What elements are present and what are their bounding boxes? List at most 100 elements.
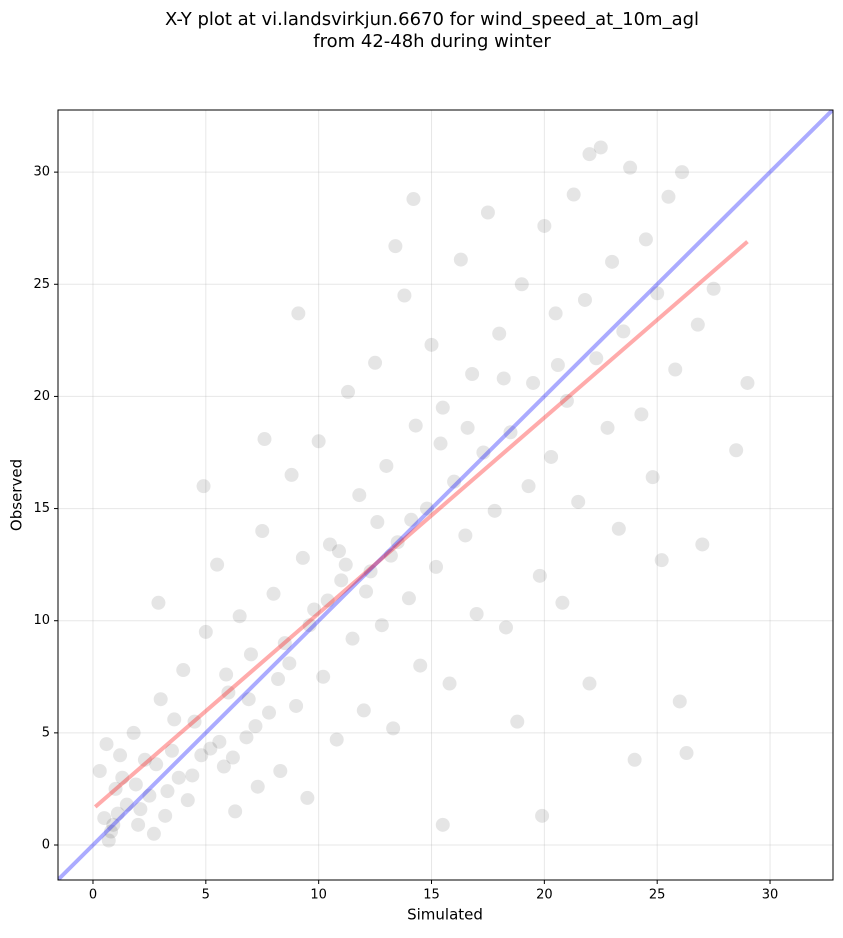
point xyxy=(126,725,141,740)
point xyxy=(216,759,231,774)
point xyxy=(329,732,344,747)
point xyxy=(119,797,134,812)
point xyxy=(311,434,326,449)
point xyxy=(503,425,518,440)
point xyxy=(241,692,256,707)
point xyxy=(611,521,626,536)
point xyxy=(101,833,116,848)
point xyxy=(661,189,676,204)
point xyxy=(433,436,448,451)
point xyxy=(419,501,434,516)
point xyxy=(582,676,597,691)
point xyxy=(243,647,258,662)
point xyxy=(397,288,412,303)
x-tick-label: 25 xyxy=(649,888,666,903)
point xyxy=(634,407,649,422)
point xyxy=(510,714,525,729)
point xyxy=(435,817,450,832)
point xyxy=(469,606,484,621)
point xyxy=(300,790,315,805)
x-tick-label: 15 xyxy=(423,888,440,903)
point xyxy=(390,535,405,550)
point xyxy=(345,631,360,646)
point xyxy=(164,743,179,758)
point xyxy=(341,384,356,399)
point xyxy=(368,355,383,370)
point xyxy=(322,537,337,552)
point xyxy=(679,746,694,761)
point xyxy=(465,366,480,381)
point xyxy=(262,705,277,720)
fit-line xyxy=(93,240,749,809)
point xyxy=(210,557,225,572)
point xyxy=(266,586,281,601)
point xyxy=(740,375,755,390)
y-axis-label: Observed xyxy=(8,459,26,531)
point xyxy=(383,548,398,563)
point xyxy=(408,418,423,433)
point xyxy=(650,286,665,301)
point xyxy=(544,449,559,464)
point xyxy=(386,721,401,736)
point xyxy=(404,512,419,527)
point xyxy=(196,479,211,494)
point xyxy=(521,479,536,494)
point xyxy=(388,239,403,254)
point xyxy=(212,734,227,749)
point xyxy=(359,584,374,599)
y-tick-label: 30 xyxy=(33,165,50,180)
point xyxy=(690,317,705,332)
point xyxy=(331,544,346,559)
point xyxy=(729,443,744,458)
point xyxy=(176,663,191,678)
point xyxy=(406,192,421,207)
point xyxy=(334,573,349,588)
point xyxy=(110,806,125,821)
point xyxy=(401,591,416,606)
chart-subtitle: from 42-48h during winter xyxy=(313,31,551,52)
point xyxy=(167,712,182,727)
point xyxy=(442,676,457,691)
point xyxy=(131,817,146,832)
point xyxy=(480,205,495,220)
point xyxy=(675,165,690,180)
point xyxy=(476,445,491,460)
point xyxy=(487,503,502,518)
point xyxy=(352,488,367,503)
point xyxy=(555,595,570,610)
point xyxy=(379,458,394,473)
point xyxy=(149,757,164,772)
point xyxy=(537,218,552,233)
y-tick-label: 5 xyxy=(42,725,50,740)
point xyxy=(153,692,168,707)
point xyxy=(295,550,310,565)
point xyxy=(654,553,669,568)
point xyxy=(695,537,710,552)
point xyxy=(668,362,683,377)
point xyxy=(302,618,317,633)
x-tick-label: 0 xyxy=(89,888,97,903)
x-tick-label: 20 xyxy=(536,888,553,903)
point xyxy=(589,351,604,366)
point xyxy=(151,595,166,610)
point xyxy=(453,252,468,267)
point xyxy=(97,811,112,826)
point xyxy=(282,656,297,671)
point xyxy=(550,358,565,373)
point xyxy=(277,636,292,651)
point xyxy=(535,808,550,823)
point xyxy=(137,752,152,767)
point xyxy=(548,306,563,321)
point xyxy=(291,306,306,321)
point xyxy=(194,748,209,763)
chart-title: X-Y plot at vi.landsvirkjun.6670 for win… xyxy=(165,9,699,30)
point xyxy=(257,432,272,447)
point xyxy=(363,564,378,579)
point xyxy=(577,292,592,307)
point xyxy=(429,559,444,574)
point xyxy=(600,420,615,435)
point xyxy=(108,781,123,796)
point xyxy=(113,748,128,763)
point xyxy=(248,719,263,734)
